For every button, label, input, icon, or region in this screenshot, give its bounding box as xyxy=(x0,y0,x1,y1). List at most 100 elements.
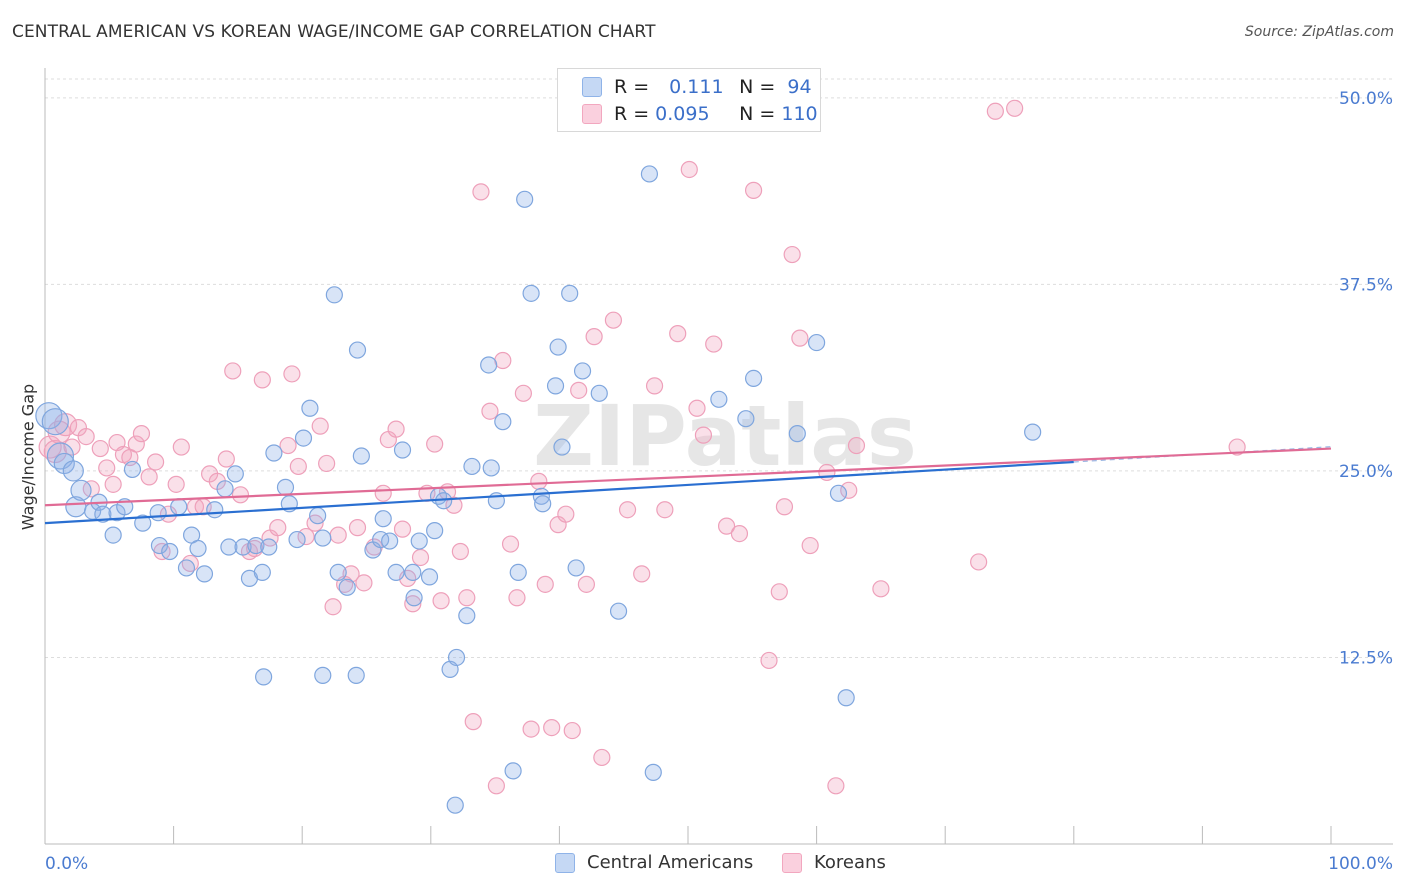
korean-point xyxy=(775,498,794,516)
korean-point xyxy=(577,575,596,593)
korean-point xyxy=(140,468,158,486)
central-american-point xyxy=(404,563,422,582)
legend-row-koreans: R = 0.095 N = 110 xyxy=(582,102,818,126)
korean-point xyxy=(481,402,499,420)
korean-point xyxy=(688,399,706,417)
legend-swatch-pink xyxy=(582,104,602,124)
x-tick-label: 100.0% xyxy=(1328,854,1393,874)
korean-point xyxy=(172,438,190,456)
central-american-point xyxy=(314,666,332,684)
central-americans-points xyxy=(35,165,1042,814)
central-american-point xyxy=(276,478,295,496)
y-tick-label: 12.5% xyxy=(1339,648,1393,668)
central-american-point xyxy=(94,505,112,523)
central-american-point xyxy=(644,763,662,781)
korean-point xyxy=(760,651,778,670)
korean-point xyxy=(217,450,235,468)
central-american-point xyxy=(561,284,579,302)
central-american-point xyxy=(590,384,608,402)
central-american-point xyxy=(288,530,306,549)
korean-point xyxy=(744,181,763,199)
korean-point xyxy=(604,311,623,329)
korean-point xyxy=(374,484,392,502)
korean-point xyxy=(318,454,336,473)
korean-point xyxy=(348,519,367,537)
central-american-point xyxy=(744,369,763,387)
central-american-point xyxy=(546,377,565,395)
legend-n-label: N = xyxy=(739,76,776,98)
korean-point xyxy=(570,381,588,399)
central-american-point xyxy=(170,498,188,516)
central-american-point xyxy=(567,559,585,577)
bottom-legend-koreans: Koreans xyxy=(782,852,886,873)
chart-title: CENTRAL AMERICAN VS KOREAN WAGE/INCOME G… xyxy=(12,22,656,42)
bottom-legend-swatch-blue xyxy=(555,852,575,873)
x-tick-label: 0.0% xyxy=(45,854,88,874)
legend-r-label: R = xyxy=(614,76,650,98)
central-american-point xyxy=(352,447,370,465)
central-american-point xyxy=(216,480,234,498)
bottom-legend-label: Central Americans xyxy=(587,852,754,873)
korean-point xyxy=(656,501,674,519)
korean-point xyxy=(146,453,165,471)
korean-point xyxy=(279,436,297,455)
central-american-point xyxy=(347,666,365,684)
korean-point xyxy=(801,536,819,555)
central-american-point xyxy=(161,542,179,561)
central-american-point xyxy=(463,457,481,476)
central-american-point xyxy=(255,668,273,686)
korean-point xyxy=(717,517,736,535)
central-american-point xyxy=(53,452,75,475)
legend-row-central-americans: R = 0.111 N = 94 xyxy=(582,75,812,99)
central-american-point xyxy=(226,465,244,483)
korean-point xyxy=(694,426,713,444)
source-label: Source: ZipAtlas.com xyxy=(1244,24,1394,40)
koreans-points xyxy=(38,99,1246,795)
korean-point xyxy=(426,435,444,453)
legend-r-value: 0.111 xyxy=(669,76,724,98)
y-tick-label: 25.0% xyxy=(1339,462,1393,482)
legend-n-value: 110 xyxy=(781,103,818,125)
central-american-point xyxy=(189,539,207,558)
korean-point xyxy=(393,520,412,538)
korean-point xyxy=(669,325,687,343)
central-american-point xyxy=(807,333,826,352)
legend-n-value: 94 xyxy=(787,76,812,98)
central-american-point xyxy=(829,484,848,502)
korean-point xyxy=(472,183,490,201)
korean-point xyxy=(501,535,520,553)
central-american-point xyxy=(325,286,343,304)
korean-point xyxy=(563,721,581,740)
korean-point xyxy=(633,565,651,583)
central-american-point xyxy=(348,341,367,359)
y-axis-label: Wage/Income Gap xyxy=(18,383,38,531)
korean-point xyxy=(451,542,469,561)
korean-point xyxy=(730,524,749,543)
central-american-point xyxy=(70,479,92,501)
central-american-point xyxy=(522,284,540,302)
korean-point xyxy=(132,425,151,443)
korean-point xyxy=(63,438,81,456)
central-american-point xyxy=(426,522,444,540)
korean-point xyxy=(705,335,723,353)
korean-point xyxy=(98,459,116,477)
central-american-point xyxy=(405,589,423,607)
central-american-point xyxy=(447,648,466,667)
central-american-point xyxy=(387,563,405,582)
korean-point xyxy=(127,435,145,453)
central-american-point xyxy=(381,532,399,550)
central-american-point xyxy=(134,514,152,532)
korean-point xyxy=(986,102,1004,120)
central-american-point xyxy=(265,444,283,462)
central-american-point xyxy=(516,190,534,208)
central-american-point xyxy=(41,408,69,436)
korean-point xyxy=(104,475,122,493)
central-american-point xyxy=(150,536,169,555)
korean-point xyxy=(872,580,890,598)
central-american-point xyxy=(788,425,806,443)
korean-point xyxy=(487,777,505,795)
bottom-legend-swatch-pink xyxy=(782,852,802,873)
central-american-point xyxy=(458,607,476,625)
central-american-point xyxy=(393,441,412,459)
